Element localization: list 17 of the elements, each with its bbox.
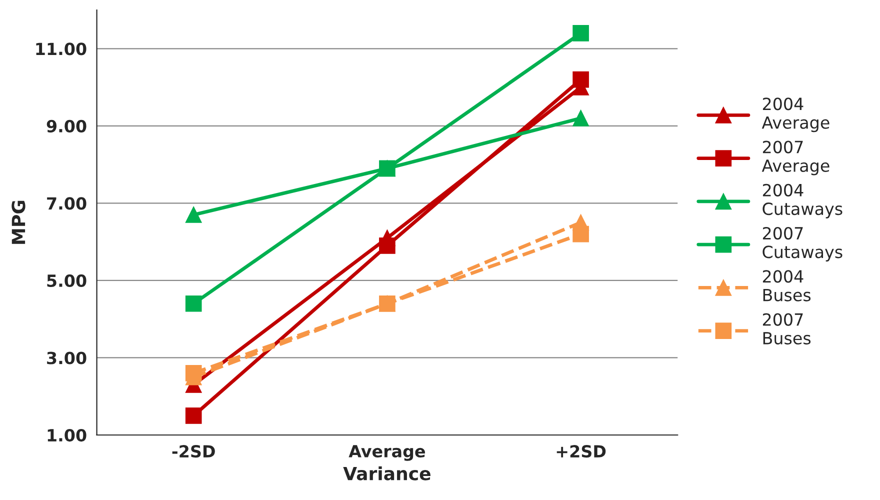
x-tick-label: -2SD (172, 445, 215, 458)
legend-label: 2004 Average (762, 98, 830, 132)
y-tick-label: 11.00 (36, 42, 86, 56)
x-tick-label: +2SD (556, 445, 606, 458)
x-axis-title: Variance (343, 466, 430, 480)
legend-label: 2007 Average (762, 140, 830, 176)
y-tick-label: 1.00 (48, 428, 86, 442)
y-tick-label: 9.00 (46, 120, 86, 132)
legend-label: 2004 Cutaways (762, 184, 842, 218)
x-tick-label: Average (348, 445, 425, 461)
y-axis-title: MPG (12, 200, 26, 244)
y-tick-label: 5.00 (47, 274, 86, 288)
y-tick-label: 7.00 (47, 197, 86, 210)
y-tick-label: 3.00 (47, 352, 86, 364)
legend-label: 2007 Buses (762, 313, 811, 344)
legend-label: 2004 Buses (762, 270, 811, 302)
legend-label: 2007 Cutaways (762, 226, 842, 262)
